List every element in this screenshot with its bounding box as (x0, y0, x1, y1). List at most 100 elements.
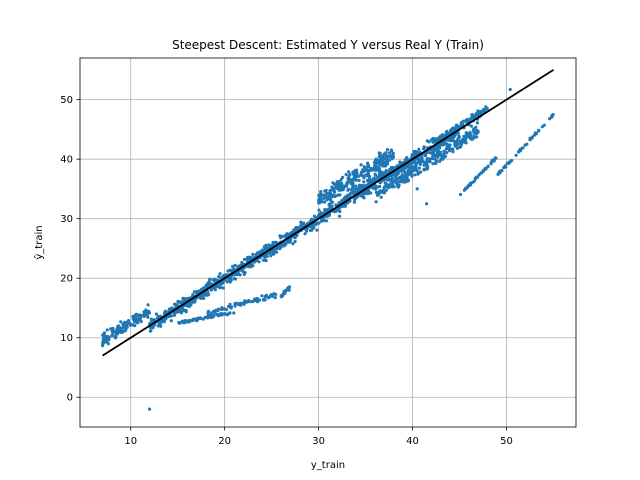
data-point (352, 176, 356, 180)
plot-frame (79, 57, 577, 428)
y-tick-label: 50 (60, 95, 73, 106)
data-point (138, 318, 142, 322)
data-point (229, 268, 233, 272)
data-point (390, 149, 394, 153)
data-point (367, 164, 371, 168)
data-point (508, 87, 512, 92)
data-point (354, 184, 358, 188)
data-point (409, 171, 413, 175)
data-point (311, 223, 315, 227)
data-point (373, 172, 377, 176)
data-point (365, 168, 369, 172)
data-point (133, 320, 137, 324)
data-point (422, 146, 426, 150)
data-point (149, 329, 153, 333)
data-point (467, 132, 471, 136)
data-point (329, 206, 333, 210)
data-point (380, 172, 384, 176)
data-point (401, 180, 405, 184)
data-point (187, 318, 191, 322)
data-point (263, 255, 267, 259)
data-point (352, 200, 356, 204)
data-point (228, 276, 232, 280)
data-point (305, 229, 309, 233)
data-point (269, 254, 273, 258)
data-point (132, 317, 136, 321)
data-point (287, 288, 291, 292)
data-point (261, 258, 266, 262)
data-point (184, 303, 188, 307)
data-point (328, 190, 332, 195)
data-point (183, 319, 187, 323)
data-point (225, 280, 229, 284)
data-point (114, 331, 118, 335)
data-point (423, 154, 428, 158)
data-point (253, 298, 258, 302)
data-point (474, 125, 478, 129)
data-point (266, 296, 270, 300)
data-point (117, 324, 121, 328)
data-point (256, 252, 260, 256)
data-point (471, 129, 476, 133)
data-point (317, 221, 321, 225)
data-point (206, 312, 210, 316)
data-point (346, 180, 350, 184)
data-point (418, 162, 422, 166)
data-point (317, 208, 321, 212)
data-point (211, 278, 215, 282)
y-tick-label: 40 (60, 155, 73, 166)
data-point (222, 312, 226, 316)
data-point (291, 242, 295, 246)
y-tick-label: 10 (60, 333, 73, 344)
data-point (273, 296, 277, 300)
data-point (358, 183, 362, 187)
y-tick-label: 0 (67, 393, 73, 404)
data-point (367, 189, 371, 193)
data-point (338, 214, 342, 218)
data-point (105, 328, 109, 332)
data-point (496, 172, 500, 176)
data-point (232, 267, 236, 271)
data-point (403, 180, 407, 184)
data-point (227, 311, 231, 315)
x-tick-label: 20 (218, 436, 231, 447)
data-point (500, 169, 504, 173)
data-point (431, 162, 435, 166)
data-point (324, 209, 328, 213)
data-point (318, 193, 322, 197)
data-point (338, 209, 342, 214)
data-point (405, 173, 410, 177)
data-point (421, 160, 425, 164)
data-point (124, 321, 128, 325)
data-point (386, 185, 390, 189)
data-point (441, 134, 445, 138)
data-point (385, 162, 389, 166)
data-point (443, 154, 447, 159)
data-point (464, 133, 469, 137)
data-point (464, 119, 468, 123)
data-point (346, 177, 350, 181)
data-point (177, 300, 181, 304)
data-point (346, 188, 350, 192)
data-point (537, 129, 541, 133)
data-point (250, 300, 254, 304)
data-point (364, 173, 368, 177)
data-point (106, 342, 110, 346)
data-point (448, 143, 452, 147)
data-point (542, 123, 546, 127)
data-point (520, 146, 524, 150)
data-point (476, 129, 480, 133)
fit-line-group (102, 69, 554, 357)
data-point (398, 180, 402, 184)
data-point (109, 327, 113, 331)
data-point (377, 191, 381, 195)
data-point (374, 200, 378, 204)
data-point (430, 151, 434, 155)
data-point (330, 200, 335, 204)
data-point (451, 149, 455, 153)
data-point (323, 193, 327, 197)
data-point (264, 294, 268, 298)
data-point (403, 170, 407, 174)
data-point (486, 165, 490, 169)
data-point (366, 192, 370, 196)
